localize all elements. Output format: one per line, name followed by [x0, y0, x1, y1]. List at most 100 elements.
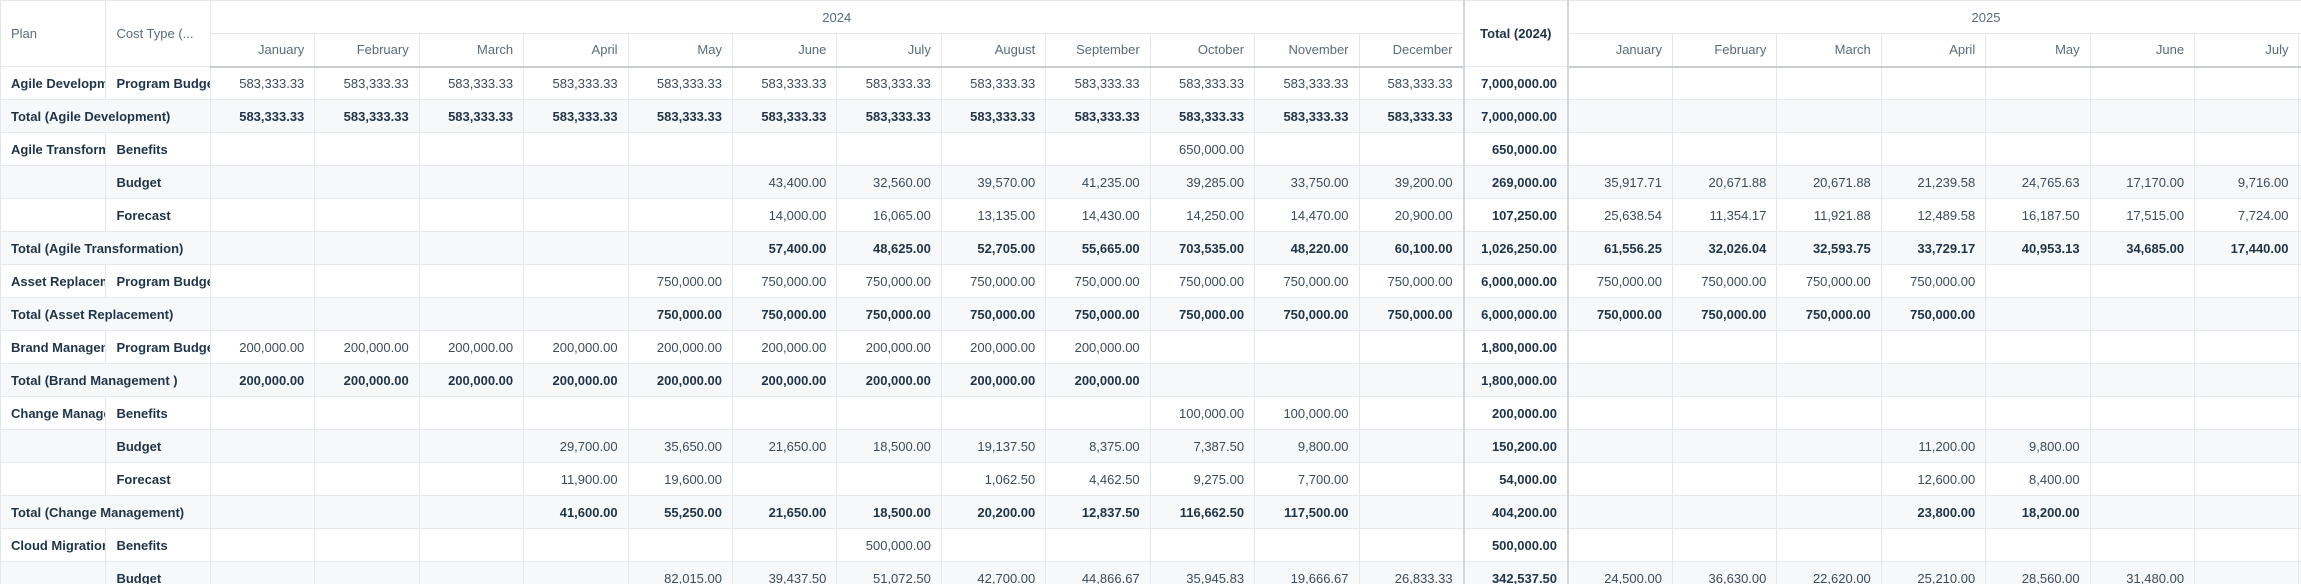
value-cell-2025[interactable] [1776, 396, 1882, 430]
value-cell-2025[interactable]: 25,638.54 [1567, 198, 1673, 232]
value-cell-2025[interactable]: 17,440.00 [2194, 231, 2300, 265]
value-cell-2024[interactable]: 750,000.00 [1149, 297, 1256, 331]
value-cell-2024[interactable]: 200,000.00 [940, 330, 1047, 364]
cost-type-cell[interactable]: Benefits [105, 396, 211, 430]
value-cell-2025[interactable]: 750,000.00 [1880, 264, 1987, 298]
value-cell-2024[interactable] [209, 264, 316, 298]
value-cell-2025[interactable] [2298, 561, 2301, 584]
value-cell-2024[interactable]: 650,000.00 [1149, 132, 1256, 166]
value-cell-2024[interactable] [627, 231, 733, 265]
value-cell-2024[interactable]: 750,000.00 [731, 297, 838, 331]
value-cell-2024[interactable]: 116,662.50 [1149, 495, 1256, 529]
total-2024-cell[interactable]: 1,026,250.00 [1462, 231, 1570, 265]
value-cell-2025[interactable] [1776, 462, 1882, 496]
value-cell-2024[interactable] [1045, 528, 1151, 562]
value-cell-2024[interactable]: 200,000.00 [523, 330, 629, 364]
column-header-2025-month[interactable]: July [2194, 33, 2300, 68]
cost-type-cell[interactable]: Budget [105, 429, 211, 463]
value-cell-2024[interactable]: 200,000.00 [1045, 330, 1151, 364]
value-cell-2025[interactable] [2194, 462, 2300, 496]
total-2024-cell[interactable]: 6,000,000.00 [1462, 264, 1570, 298]
value-cell-2025[interactable] [2089, 330, 2196, 364]
value-cell-2024[interactable]: 18,500.00 [836, 495, 942, 529]
value-cell-2024[interactable]: 583,333.33 [418, 99, 525, 133]
value-cell-2024[interactable]: 19,137.50 [940, 429, 1047, 463]
value-cell-2025[interactable] [2089, 396, 2196, 430]
value-cell-2025[interactable] [1985, 396, 2091, 430]
table-row[interactable]: Forecast 14,000.00 16,065.00 13,135.00 14,43… [0, 198, 2301, 232]
value-cell-2025[interactable] [2089, 264, 2196, 298]
value-cell-2025[interactable]: 31,480.00 [2089, 561, 2196, 584]
value-cell-2024[interactable] [418, 462, 525, 496]
value-cell-2024[interactable]: 750,000.00 [1045, 264, 1151, 298]
value-cell-2024[interactable] [314, 561, 420, 584]
plan-cell[interactable]: Brand Management [0, 330, 107, 364]
value-cell-2024[interactable] [627, 528, 733, 562]
value-cell-2024[interactable]: 39,200.00 [1358, 165, 1465, 199]
table-row[interactable]: Budget 82,015.00 39,437.50 51,072.50 42,700.… [0, 561, 2301, 584]
value-cell-2024[interactable]: 9,800.00 [1254, 429, 1360, 463]
value-cell-2025[interactable] [2089, 495, 2196, 529]
value-cell-2024[interactable] [940, 132, 1047, 166]
value-cell-2025[interactable]: 35,917.71 [1567, 165, 1673, 199]
plan-cell[interactable] [0, 462, 107, 496]
value-cell-2025[interactable]: 9,716.00 [2194, 165, 2300, 199]
table-row[interactable]: Change ManagementBenefits 100,000.00100,0… [0, 396, 2301, 430]
value-cell-2024[interactable]: 100,000.00 [1149, 396, 1256, 430]
value-cell-2024[interactable] [418, 165, 525, 199]
value-cell-2024[interactable]: 21,650.00 [731, 429, 838, 463]
value-cell-2024[interactable]: 43,400.00 [731, 165, 838, 199]
value-cell-2024[interactable]: 200,000.00 [418, 363, 525, 397]
value-cell-2024[interactable]: 583,333.33 [731, 99, 838, 133]
value-cell-2025[interactable]: 24,765.63 [1985, 165, 2091, 199]
value-cell-2024[interactable]: 7,387.50 [1149, 429, 1256, 463]
plan-cell[interactable]: Agile Development [0, 66, 107, 100]
value-cell-2024[interactable]: 583,333.33 [1149, 66, 1256, 100]
value-cell-2024[interactable] [418, 264, 525, 298]
value-cell-2024[interactable] [523, 264, 629, 298]
value-cell-2024[interactable] [1254, 330, 1360, 364]
plan-cell[interactable]: Asset Replacement [0, 264, 107, 298]
column-header-2025-month[interactable]: January [1567, 33, 1673, 68]
value-cell-2024[interactable] [314, 132, 420, 166]
column-header-2024-month[interactable]: June [731, 33, 838, 68]
value-cell-2024[interactable]: 14,000.00 [731, 198, 838, 232]
value-cell-2024[interactable] [209, 165, 316, 199]
column-header-2024-month[interactable]: July [836, 33, 942, 68]
cost-type-cell[interactable]: Forecast [105, 462, 211, 496]
value-cell-2024[interactable]: 583,333.33 [314, 99, 420, 133]
value-cell-2025[interactable] [1880, 132, 1987, 166]
total-2024-cell[interactable]: 200,000.00 [1462, 396, 1570, 430]
total-2024-cell[interactable]: 54,000.00 [1462, 462, 1570, 496]
value-cell-2024[interactable]: 750,000.00 [1254, 297, 1360, 331]
total-2024-cell[interactable]: 1,800,000.00 [1462, 363, 1570, 397]
value-cell-2024[interactable]: 16,065.00 [836, 198, 942, 232]
total-2024-cell[interactable]: 7,000,000.00 [1462, 66, 1570, 100]
value-cell-2025[interactable]: 61,556.25 [1567, 231, 1673, 265]
value-cell-2024[interactable]: 750,000.00 [1358, 264, 1465, 298]
value-cell-2025[interactable] [1985, 264, 2091, 298]
value-cell-2024[interactable]: 583,333.33 [627, 99, 733, 133]
subtotal-row[interactable]: Total (Brand Management ) 200,000.00 200,0… [0, 363, 2301, 397]
value-cell-2024[interactable] [1149, 330, 1256, 364]
value-cell-2024[interactable]: 200,000.00 [314, 330, 420, 364]
value-cell-2024[interactable]: 20,200.00 [940, 495, 1047, 529]
value-cell-2025[interactable] [2089, 363, 2196, 397]
value-cell-2024[interactable]: 703,535.00 [1149, 231, 1256, 265]
value-cell-2024[interactable]: 35,945.83 [1149, 561, 1256, 584]
column-header-2024-month[interactable]: August [940, 33, 1047, 68]
value-cell-2025[interactable]: 750,000.00 [1671, 297, 1778, 331]
value-cell-2024[interactable] [314, 231, 420, 265]
value-cell-2024[interactable]: 42,700.00 [940, 561, 1047, 584]
value-cell-2024[interactable] [523, 396, 629, 430]
value-cell-2025[interactable] [1567, 495, 1673, 529]
value-cell-2025[interactable] [2194, 363, 2300, 397]
value-cell-2025[interactable] [2194, 429, 2300, 463]
column-header-2025-month[interactable]: May [1985, 33, 2091, 68]
value-cell-2025[interactable] [2194, 99, 2300, 133]
value-cell-2025[interactable] [1671, 99, 1778, 133]
value-cell-2024[interactable]: 583,333.33 [836, 66, 942, 100]
value-cell-2024[interactable] [418, 132, 525, 166]
value-cell-2024[interactable] [418, 297, 525, 331]
